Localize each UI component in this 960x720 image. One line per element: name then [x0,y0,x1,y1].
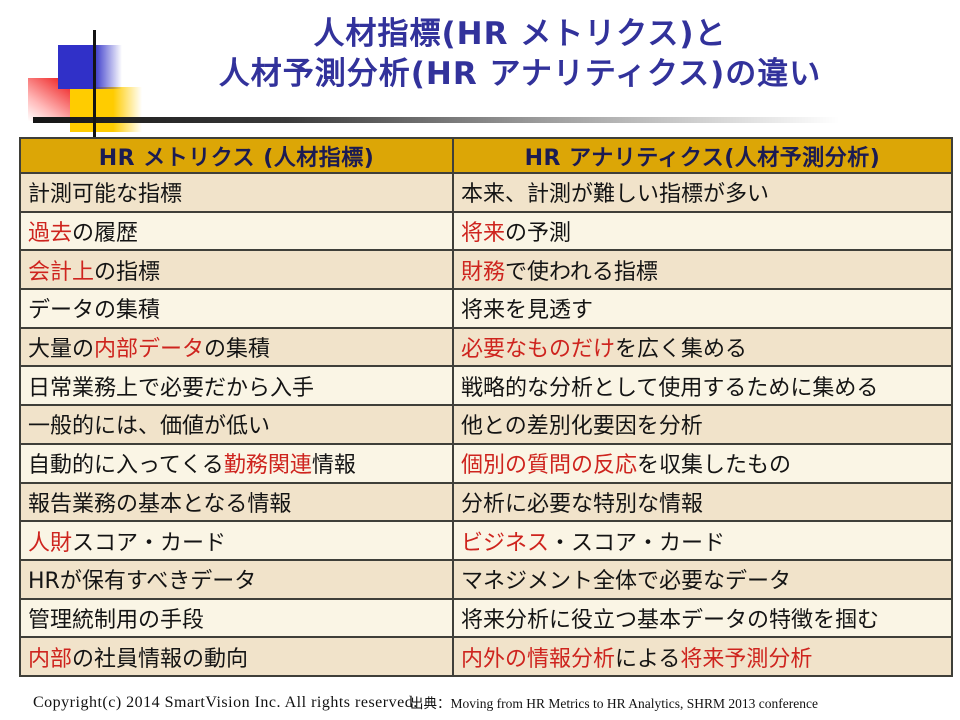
plain-text: 他との差別化要因を分析 [461,414,703,440]
table-row: HRが保有すべきデータ マネジメント全体で必要なデータ [19,558,953,600]
cell-left: 会計上の指標 [19,249,454,291]
plain-text: 情報 [311,453,356,479]
cell-right: 将来を見透す [452,288,953,329]
highlighted-text: 人財 [28,530,73,556]
plain-text: マネジメント全体で必要なデータ [461,569,792,595]
cell-left: 大量の内部データの集積 [19,326,454,368]
plain-text: 報告業務の基本となる情報 [28,491,292,517]
table-row: データの集積 将来を見透す [19,288,953,329]
plain-text: の集積 [204,337,271,363]
highlighted-text: 個別の質問の反応 [461,453,638,479]
cell-right: 将来分析に役立つ基本データの特徴を掴む [452,597,953,639]
plain-text: による [615,646,681,672]
page-title: 人材指標(HR メトリクス)と 人材予測分析(HR アナリティクス)の違い [80,14,960,95]
cell-right: 本来、計測が難しい指標が多い [452,172,953,213]
cell-right: 財務で使われる指標 [452,249,953,291]
table-row: 一般的には、価値が低い 他との差別化要因を分析 [19,404,953,445]
plain-text: 大量の [28,337,95,363]
cell-right: マネジメント全体で必要なデータ [452,558,953,600]
cell-right: 内外の情報分析による将来予測分析 [452,636,953,677]
table-row: 報告業務の基本となる情報 分析に必要な特別な情報 [19,481,953,523]
cell-right: 戦略的な分析として使用するために集める [452,365,953,407]
plain-text: 本来、計測が難しい指標が多い [461,182,770,208]
cell-left: 内部の社員情報の動向 [19,636,454,677]
table-row: 会計上の指標 財務で使われる指標 [19,249,953,291]
cell-right: ビジネス・スコア・カード [452,520,953,561]
table-row: 大量の内部データの集積 必要なものだけを広く集める [19,326,953,368]
cell-left: 過去の履歴 [19,210,454,252]
decorative-blue-square [58,45,122,89]
comparison-table: HR メトリクス (人材指標) HR アナリティクス(人材予測分析) 計測可能な… [19,137,953,677]
plain-text: HRが保有すべきデータ [28,569,257,595]
plain-text: 日常業務上で必要だから入手 [28,375,315,401]
plain-text: 分析に必要な特別な情報 [461,491,704,517]
cell-left: 計測可能な指標 [19,172,454,213]
decorative-horizontal-bar [33,117,873,123]
plain-text: を収集したもの [637,453,792,479]
plain-text: 自動的に入ってくる [28,453,224,479]
highlighted-text: 勤務関連 [223,453,312,479]
plain-text: の指標 [94,259,161,285]
cell-left: 人財スコア・カード [19,520,454,561]
decorative-yellow-square [70,87,142,132]
highlighted-text: 内部データ [94,337,205,363]
table-header-row: HR メトリクス (人材指標) HR アナリティクス(人材予測分析) [19,137,953,174]
plain-text: で使われる指標 [505,259,658,285]
table-row: 管理統制用の手段 将来分析に役立つ基本データの特徴を掴む [19,597,953,639]
header-hr-analytics: HR アナリティクス(人材予測分析) [452,137,953,174]
cell-left: 日常業務上で必要だから入手 [19,365,454,407]
table-row: 内部の社員情報の動向 内外の情報分析による将来予測分析 [19,636,953,677]
cell-left: データの集積 [19,288,454,329]
title-line-2: 人材予測分析(HR アナリティクス)の違い [218,56,822,93]
plain-text: の社員情報の動向 [72,646,249,672]
cell-right: 将来の予測 [452,210,953,252]
highlighted-text: 財務 [461,259,506,285]
plain-text: 計測可能な指標 [28,182,183,208]
highlighted-text: 将来予測分析 [680,646,813,672]
highlighted-text: 過去 [28,221,73,247]
title-line-1: 人材指標(HR メトリクス)と [313,16,727,52]
plain-text: 将来分析に役立つ基本データの特徴を掴む [461,607,880,633]
plain-text: を広く集める [615,337,748,363]
cell-right: 他との差別化要因を分析 [452,404,953,445]
header-hr-metrics: HR メトリクス (人材指標) [19,137,454,174]
table-row: 自動的に入ってくる勤務関連情報 個別の質問の反応を収集したもの [19,442,953,484]
highlighted-text: 内部 [28,646,73,672]
cell-left: 管理統制用の手段 [19,597,454,639]
highlighted-text: 内外の情報分析 [461,646,616,672]
table-row: 過去の履歴 将来の予測 [19,210,953,252]
plain-text: の履歴 [72,221,139,247]
cell-left: HRが保有すべきデータ [19,558,454,600]
highlighted-text: 将来 [461,221,506,247]
cell-right: 個別の質問の反応を収集したもの [452,442,953,484]
highlighted-text: 必要なものだけ [461,337,616,363]
copyright-text: Copyright(c) 2014 SmartVision Inc. All r… [33,694,418,711]
plain-text: の予測 [505,221,572,247]
table-row: 人財スコア・カード ビジネス・スコア・カード [19,520,953,561]
table-row: 日常業務上で必要だから入手 戦略的な分析として使用するために集める [19,365,953,407]
cell-right: 必要なものだけを広く集める [452,326,953,368]
table-row: 計測可能な指標 本来、計測が難しい指標が多い [19,172,953,213]
plain-text: データの集積 [28,298,161,324]
plain-text: スコア・カード [72,530,227,556]
plain-text: 戦略的な分析として使用するために集める [461,375,879,401]
cell-left: 一般的には、価値が低い [19,404,454,445]
highlighted-text: ビジネス [461,530,550,556]
cell-left: 報告業務の基本となる情報 [19,481,454,523]
plain-text: ・スコア・カード [549,530,726,556]
plain-text: 管理統制用の手段 [28,607,205,633]
source-citation: 出典：Moving from HR Metrics to HR Analytic… [410,696,818,711]
cell-right: 分析に必要な特別な情報 [452,481,953,523]
decorative-vertical-line [93,30,96,137]
cell-left: 自動的に入ってくる勤務関連情報 [19,442,454,484]
plain-text: 将来を見透す [461,298,594,324]
highlighted-text: 会計上 [28,259,95,285]
plain-text: 一般的には、価値が低い [28,414,271,440]
